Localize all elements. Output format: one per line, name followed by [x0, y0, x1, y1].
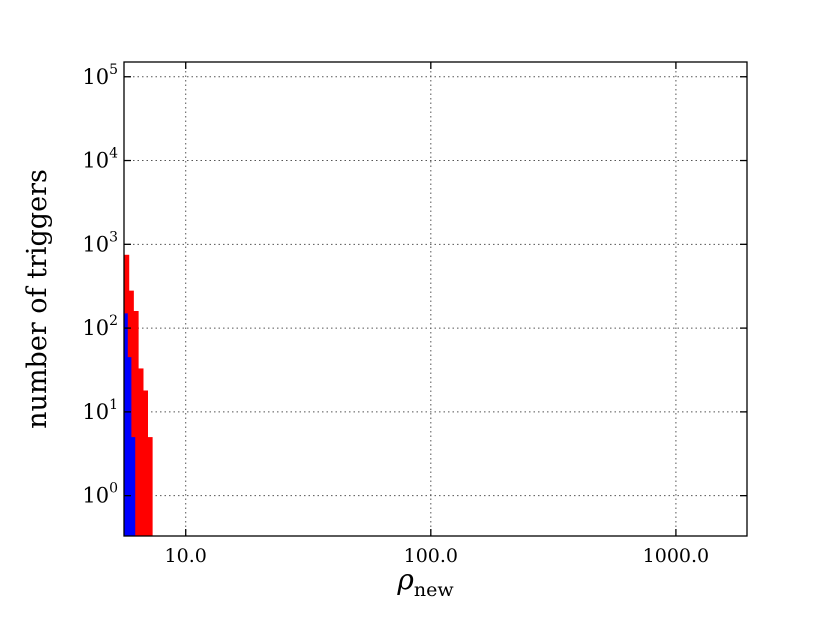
y-tick-label-exponent: 4: [109, 146, 118, 162]
x-tick-label: 10.0: [165, 545, 207, 567]
y-tick-label: 103: [82, 229, 118, 256]
y-axis-label: number of triggers: [22, 169, 53, 429]
histogram-bar-series-1-bin-2: [130, 437, 136, 536]
y-tick-label-base: 10: [82, 232, 109, 256]
y-tick-label-exponent: 2: [109, 313, 118, 329]
x-axis-label-symbol: ρ: [396, 563, 414, 596]
histogram-bar-series-1-bin-0: [124, 313, 128, 536]
x-tick-label: 1000.0: [643, 545, 709, 567]
plot-frame: [123, 61, 748, 537]
x-axis-label: ρnew: [396, 563, 454, 601]
y-tick-label-exponent: 0: [109, 481, 118, 497]
y-tick-label: 102: [82, 313, 118, 340]
y-tick-label-base: 10: [82, 400, 109, 424]
y-tick-label-exponent: 1: [109, 397, 118, 413]
y-tick-label-base: 10: [82, 316, 109, 340]
y-tick-label-base: 10: [82, 65, 109, 89]
y-tick-label-exponent: 3: [109, 229, 118, 245]
y-tick-label-exponent: 5: [109, 62, 118, 78]
y-tick-label: 100: [82, 481, 118, 508]
y-tick-label: 104: [82, 146, 118, 173]
x-axis-label-subscript: new: [414, 579, 454, 601]
y-tick-label: 105: [82, 62, 118, 89]
x-tick-label: 100.0: [404, 545, 458, 567]
y-tick-label: 101: [82, 397, 118, 424]
histogram-bar-series-0-bin-4: [143, 390, 149, 536]
tick-marks: [124, 62, 747, 536]
y-tick-label-base: 10: [82, 484, 109, 508]
grid: [124, 62, 747, 536]
histogram-bar-series-0-bin-5: [147, 437, 153, 536]
histogram-bar-series-0-bin-2: [133, 310, 139, 536]
histogram-bars: [124, 254, 153, 536]
y-tick-label-base: 10: [82, 149, 109, 173]
histogram-bar-series-1-bin-1: [127, 357, 132, 536]
histogram-bar-series-0-bin-3: [138, 368, 144, 536]
